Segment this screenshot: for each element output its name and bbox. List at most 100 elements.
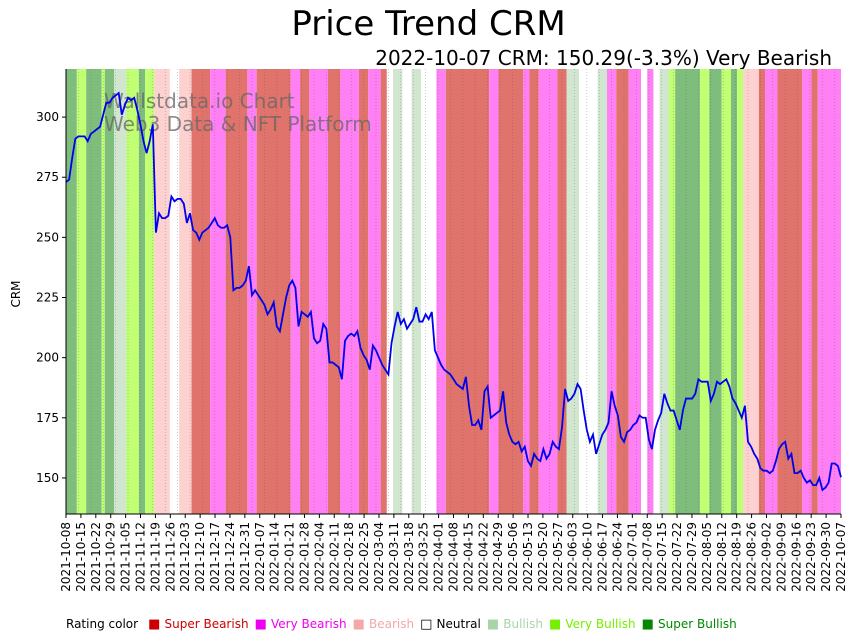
x-tick-label: 2022-09-02 bbox=[759, 522, 773, 592]
x-tick-label: 2022-06-10 bbox=[581, 522, 595, 592]
rating-band-neutral bbox=[402, 69, 412, 514]
rating-band-bullish bbox=[597, 69, 607, 514]
legend-swatch: ■ bbox=[148, 617, 165, 632]
rating-legend: Rating color ■ Super Bearish ■ Very Beari… bbox=[66, 617, 743, 632]
x-tick-label: 2022-07-01 bbox=[625, 522, 639, 592]
rating-band-super-bearish bbox=[616, 69, 629, 514]
rating-band-bullish bbox=[114, 69, 127, 514]
chart-title: Price Trend CRM bbox=[291, 4, 566, 44]
x-tick-label: 2021-11-12 bbox=[134, 522, 148, 592]
watermark: Wallstdata.io Chart Web3 Data & NFT Plat… bbox=[104, 89, 372, 136]
legend-label: Bearish bbox=[369, 617, 415, 631]
rating-band-super-bearish bbox=[191, 69, 211, 514]
legend-swatch: ■ bbox=[254, 617, 271, 632]
x-tick-label: 2021-11-19 bbox=[148, 522, 162, 592]
x-tick-label: 2022-09-30 bbox=[819, 522, 833, 592]
x-tick-label: 2022-07-08 bbox=[640, 522, 654, 592]
rating-band-super-bullish bbox=[675, 69, 700, 514]
rating-band-super-bullish bbox=[730, 69, 738, 514]
x-tick-label: 2021-12-03 bbox=[178, 522, 192, 592]
legend-swatch: ■ bbox=[548, 617, 566, 632]
x-axis-ticks: 2021-10-08 2021-10-15 2021-10-22 2021-10-29… bbox=[59, 514, 848, 592]
rating-band-very-bearish bbox=[436, 69, 446, 514]
x-tick-label: 2021-10-15 bbox=[74, 522, 88, 592]
legend-title: Rating color bbox=[66, 617, 139, 631]
rating-band-super-bullish bbox=[104, 69, 115, 514]
x-tick-label: 2022-09-23 bbox=[804, 522, 818, 592]
rating-band-super-bearish bbox=[529, 69, 539, 514]
y-tick-label: 150 bbox=[36, 471, 59, 485]
x-tick-label: 2021-10-22 bbox=[89, 522, 103, 592]
rating-band-super-bullish bbox=[86, 69, 102, 514]
legend-label: Neutral bbox=[436, 617, 481, 631]
x-tick-label: 2022-02-11 bbox=[327, 522, 341, 592]
x-tick-label: 2022-02-18 bbox=[342, 522, 356, 592]
x-tick-label: 2021-10-29 bbox=[104, 522, 118, 592]
rating-band-neutral bbox=[641, 69, 648, 514]
x-tick-label: 2022-01-14 bbox=[268, 522, 282, 592]
y-tick-label: 275 bbox=[36, 170, 59, 184]
rating-band-super-bearish bbox=[445, 69, 490, 514]
legend-item: ■ Very Bearish bbox=[255, 617, 347, 632]
legend-swatch: ■ bbox=[641, 617, 659, 632]
rating-band-very-bearish bbox=[489, 69, 499, 514]
rating-band-super-bearish bbox=[380, 69, 387, 514]
x-tick-label: 2022-10-07 bbox=[834, 522, 848, 592]
rating-band-super-bearish bbox=[811, 69, 818, 514]
x-tick-label: 2022-08-19 bbox=[730, 522, 744, 592]
y-tick-label: 200 bbox=[36, 351, 59, 365]
x-tick-label: 2021-12-17 bbox=[208, 522, 222, 592]
rating-band-bullish bbox=[393, 69, 403, 514]
x-tick-label: 2022-05-20 bbox=[536, 522, 550, 592]
rating-band-bullish bbox=[411, 69, 421, 514]
rating-band-bullish bbox=[566, 69, 580, 514]
x-tick-label: 2022-04-22 bbox=[476, 522, 490, 592]
x-tick-label: 2022-09-16 bbox=[789, 522, 803, 592]
x-tick-label: 2022-08-12 bbox=[715, 522, 729, 592]
x-tick-label: 2022-04-08 bbox=[447, 522, 461, 592]
x-tick-label: 2021-12-24 bbox=[223, 522, 237, 592]
rating-band-very-bearish bbox=[647, 69, 654, 514]
legend-swatch: □ bbox=[420, 617, 437, 632]
legend-label: Super Bearish bbox=[164, 617, 249, 631]
rating-band-super-bearish bbox=[327, 69, 341, 514]
legend-swatch: ■ bbox=[352, 617, 370, 632]
rating-band-very-bearish bbox=[523, 69, 530, 514]
y-tick-label: 300 bbox=[36, 110, 59, 124]
y-tick-label: 225 bbox=[36, 291, 59, 305]
x-tick-label: 2022-08-26 bbox=[745, 522, 759, 592]
price-line bbox=[65, 91, 842, 492]
rating-band-very-bullish bbox=[126, 69, 139, 514]
x-tick-label: 2022-01-28 bbox=[297, 522, 311, 592]
x-tick-label: 2022-03-04 bbox=[372, 522, 386, 592]
rating-band-neutral bbox=[579, 69, 598, 514]
rating-band-very-bullish bbox=[668, 69, 676, 514]
legend-item: ■ Bearish bbox=[353, 617, 415, 632]
x-tick-label: 2022-06-24 bbox=[610, 522, 624, 592]
rating-band-bearish bbox=[743, 69, 759, 514]
rating-band-super-bullish bbox=[709, 69, 722, 514]
legend-item: □ Neutral bbox=[420, 617, 481, 632]
x-tick-label: 2022-05-13 bbox=[521, 522, 535, 592]
x-tick-label: 2022-05-27 bbox=[551, 522, 565, 592]
x-tick-label: 2022-07-15 bbox=[655, 522, 669, 592]
x-tick-label: 2022-02-04 bbox=[312, 522, 326, 592]
legend-label: Super Bullish bbox=[658, 617, 737, 631]
rating-band-super-bearish bbox=[300, 69, 310, 514]
rating-band-neutral bbox=[420, 69, 437, 514]
rating-band-bearish bbox=[179, 69, 192, 514]
watermark-line-1: Wallstdata.io Chart bbox=[104, 89, 295, 113]
x-tick-label: 2022-07-29 bbox=[685, 522, 699, 592]
rating-band-very-bearish bbox=[765, 69, 778, 514]
rating-band-neutral bbox=[653, 69, 660, 514]
x-tick-label: 2022-08-05 bbox=[700, 522, 714, 592]
rating-band-super-bullish bbox=[66, 69, 77, 514]
rating-band-very-bullish bbox=[737, 69, 744, 514]
rating-band-very-bearish bbox=[817, 69, 841, 514]
rating-band-very-bearish bbox=[340, 69, 359, 514]
x-tick-label: 2022-06-03 bbox=[566, 522, 580, 592]
rating-band-super-bearish bbox=[225, 69, 248, 514]
rating-band-bearish bbox=[154, 69, 170, 514]
x-tick-label: 2022-05-06 bbox=[506, 522, 520, 592]
